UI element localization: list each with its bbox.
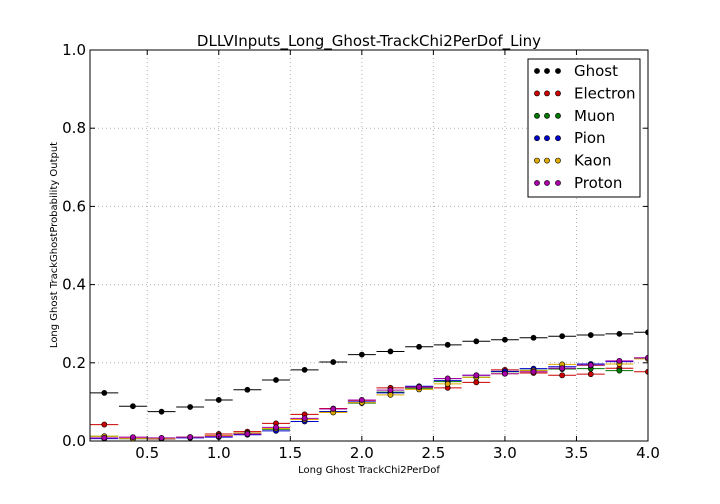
data-point: [444, 341, 451, 348]
data-point: [301, 415, 308, 422]
legend-marker: [534, 135, 540, 142]
data-point: [130, 403, 136, 410]
data-point: [616, 357, 623, 364]
legend-marker: [555, 135, 561, 142]
data-point: [330, 359, 337, 365]
y-tick-label: 0.2: [62, 354, 86, 372]
data-point: [101, 434, 108, 441]
plot-frame: [89, 49, 649, 442]
legend-marker: [555, 90, 561, 97]
data-point: [301, 366, 308, 373]
x-tick-label: 2.0: [350, 444, 374, 462]
x-tick-label: 0.5: [135, 444, 159, 462]
data-point: [473, 338, 480, 345]
legend-marker: [534, 68, 540, 74]
y-tick-label: 0.8: [62, 119, 86, 137]
legend-label-electron: Electron: [574, 84, 636, 102]
data-point: [444, 375, 451, 382]
data-point: [645, 329, 648, 336]
data-point: [587, 371, 594, 378]
y-axis-label: Long Ghost TrackGhostProbability Output: [49, 142, 60, 348]
chart-title: DLLVInputs_Long_Ghost-TrackChi2PerDof_Li…: [197, 32, 541, 51]
data-point: [502, 336, 508, 343]
series-ghost: [90, 329, 648, 415]
legend: Ghost Electron Muon Pion Kaon Proton: [527, 58, 641, 198]
data-point: [101, 421, 108, 428]
legend-marker: [534, 112, 540, 119]
data-point: [187, 434, 194, 440]
data-point: [559, 365, 566, 372]
data-point: [273, 377, 279, 383]
y-tick-label: 0.4: [62, 276, 86, 294]
data-point: [416, 343, 422, 350]
data-point: [130, 434, 136, 440]
data-point: [244, 431, 251, 437]
y-tick-label: 1.0: [62, 41, 86, 59]
x-tick-label: 3.0: [493, 444, 517, 462]
legend-marker: [544, 135, 550, 142]
x-tick-label: 4.0: [636, 444, 660, 462]
legend-marker: [555, 112, 561, 119]
legend-marker: [544, 90, 550, 97]
data-point: [530, 334, 537, 341]
data-point: [616, 367, 623, 374]
legend-marker: [534, 180, 540, 186]
data-point: [244, 386, 251, 393]
legend-label-muon: Muon: [574, 107, 615, 125]
data-point: [358, 397, 365, 403]
x-tick-label: 1.5: [278, 444, 302, 462]
axis-ticks: 0.5 1.0 1.5 2.0 2.5 3.0 3.5 4.0 0.0 0.2 0.4 0.6 0.8 1…: [62, 41, 660, 462]
data-point: [330, 406, 337, 412]
series-proton: [90, 354, 648, 441]
legend-marker: [555, 157, 561, 164]
x-tick-label: 3.5: [565, 444, 589, 462]
data-point: [444, 381, 451, 387]
data-point: [559, 372, 566, 379]
legend-marker: [544, 68, 550, 74]
legend-marker: [555, 68, 561, 74]
data-point: [158, 408, 165, 415]
data-point: [215, 397, 222, 403]
data-point: [273, 424, 279, 431]
data-point: [473, 379, 480, 386]
data-point: [587, 332, 594, 338]
data-point: [559, 333, 566, 340]
data-point: [645, 354, 648, 361]
data-point: [387, 348, 394, 355]
legend-marker: [544, 157, 550, 164]
data-point: [587, 362, 594, 369]
data-point: [358, 351, 365, 358]
data-point: [473, 372, 480, 379]
data-point: [530, 368, 537, 375]
data-point: [502, 370, 508, 377]
data-point: [158, 434, 165, 441]
legend-marker: [544, 112, 550, 119]
legend-marker: [555, 180, 561, 186]
x-tick-label: 1.0: [207, 444, 231, 462]
data-layer: [90, 329, 648, 441]
data-point: [616, 330, 623, 337]
y-tick-label: 0.0: [62, 432, 86, 450]
data-point: [187, 404, 194, 410]
legend-marker: [534, 90, 540, 97]
legend-label-ghost: Ghost: [574, 62, 618, 80]
legend-box: [527, 58, 641, 198]
y-tick-label: 0.6: [62, 197, 86, 215]
legend-label-pion: Pion: [574, 129, 606, 147]
legend-marker: [544, 180, 550, 186]
data-point: [416, 384, 422, 390]
x-axis-label: Long Ghost TrackChi2PerDof: [298, 465, 440, 476]
legend-marker: [534, 157, 540, 164]
x-tick-label: 2.5: [421, 444, 445, 462]
data-point: [387, 387, 394, 394]
data-point: [645, 368, 648, 375]
legend-label-kaon: Kaon: [574, 152, 611, 170]
data-point: [101, 390, 108, 396]
legend-label-proton: Proton: [574, 174, 622, 192]
